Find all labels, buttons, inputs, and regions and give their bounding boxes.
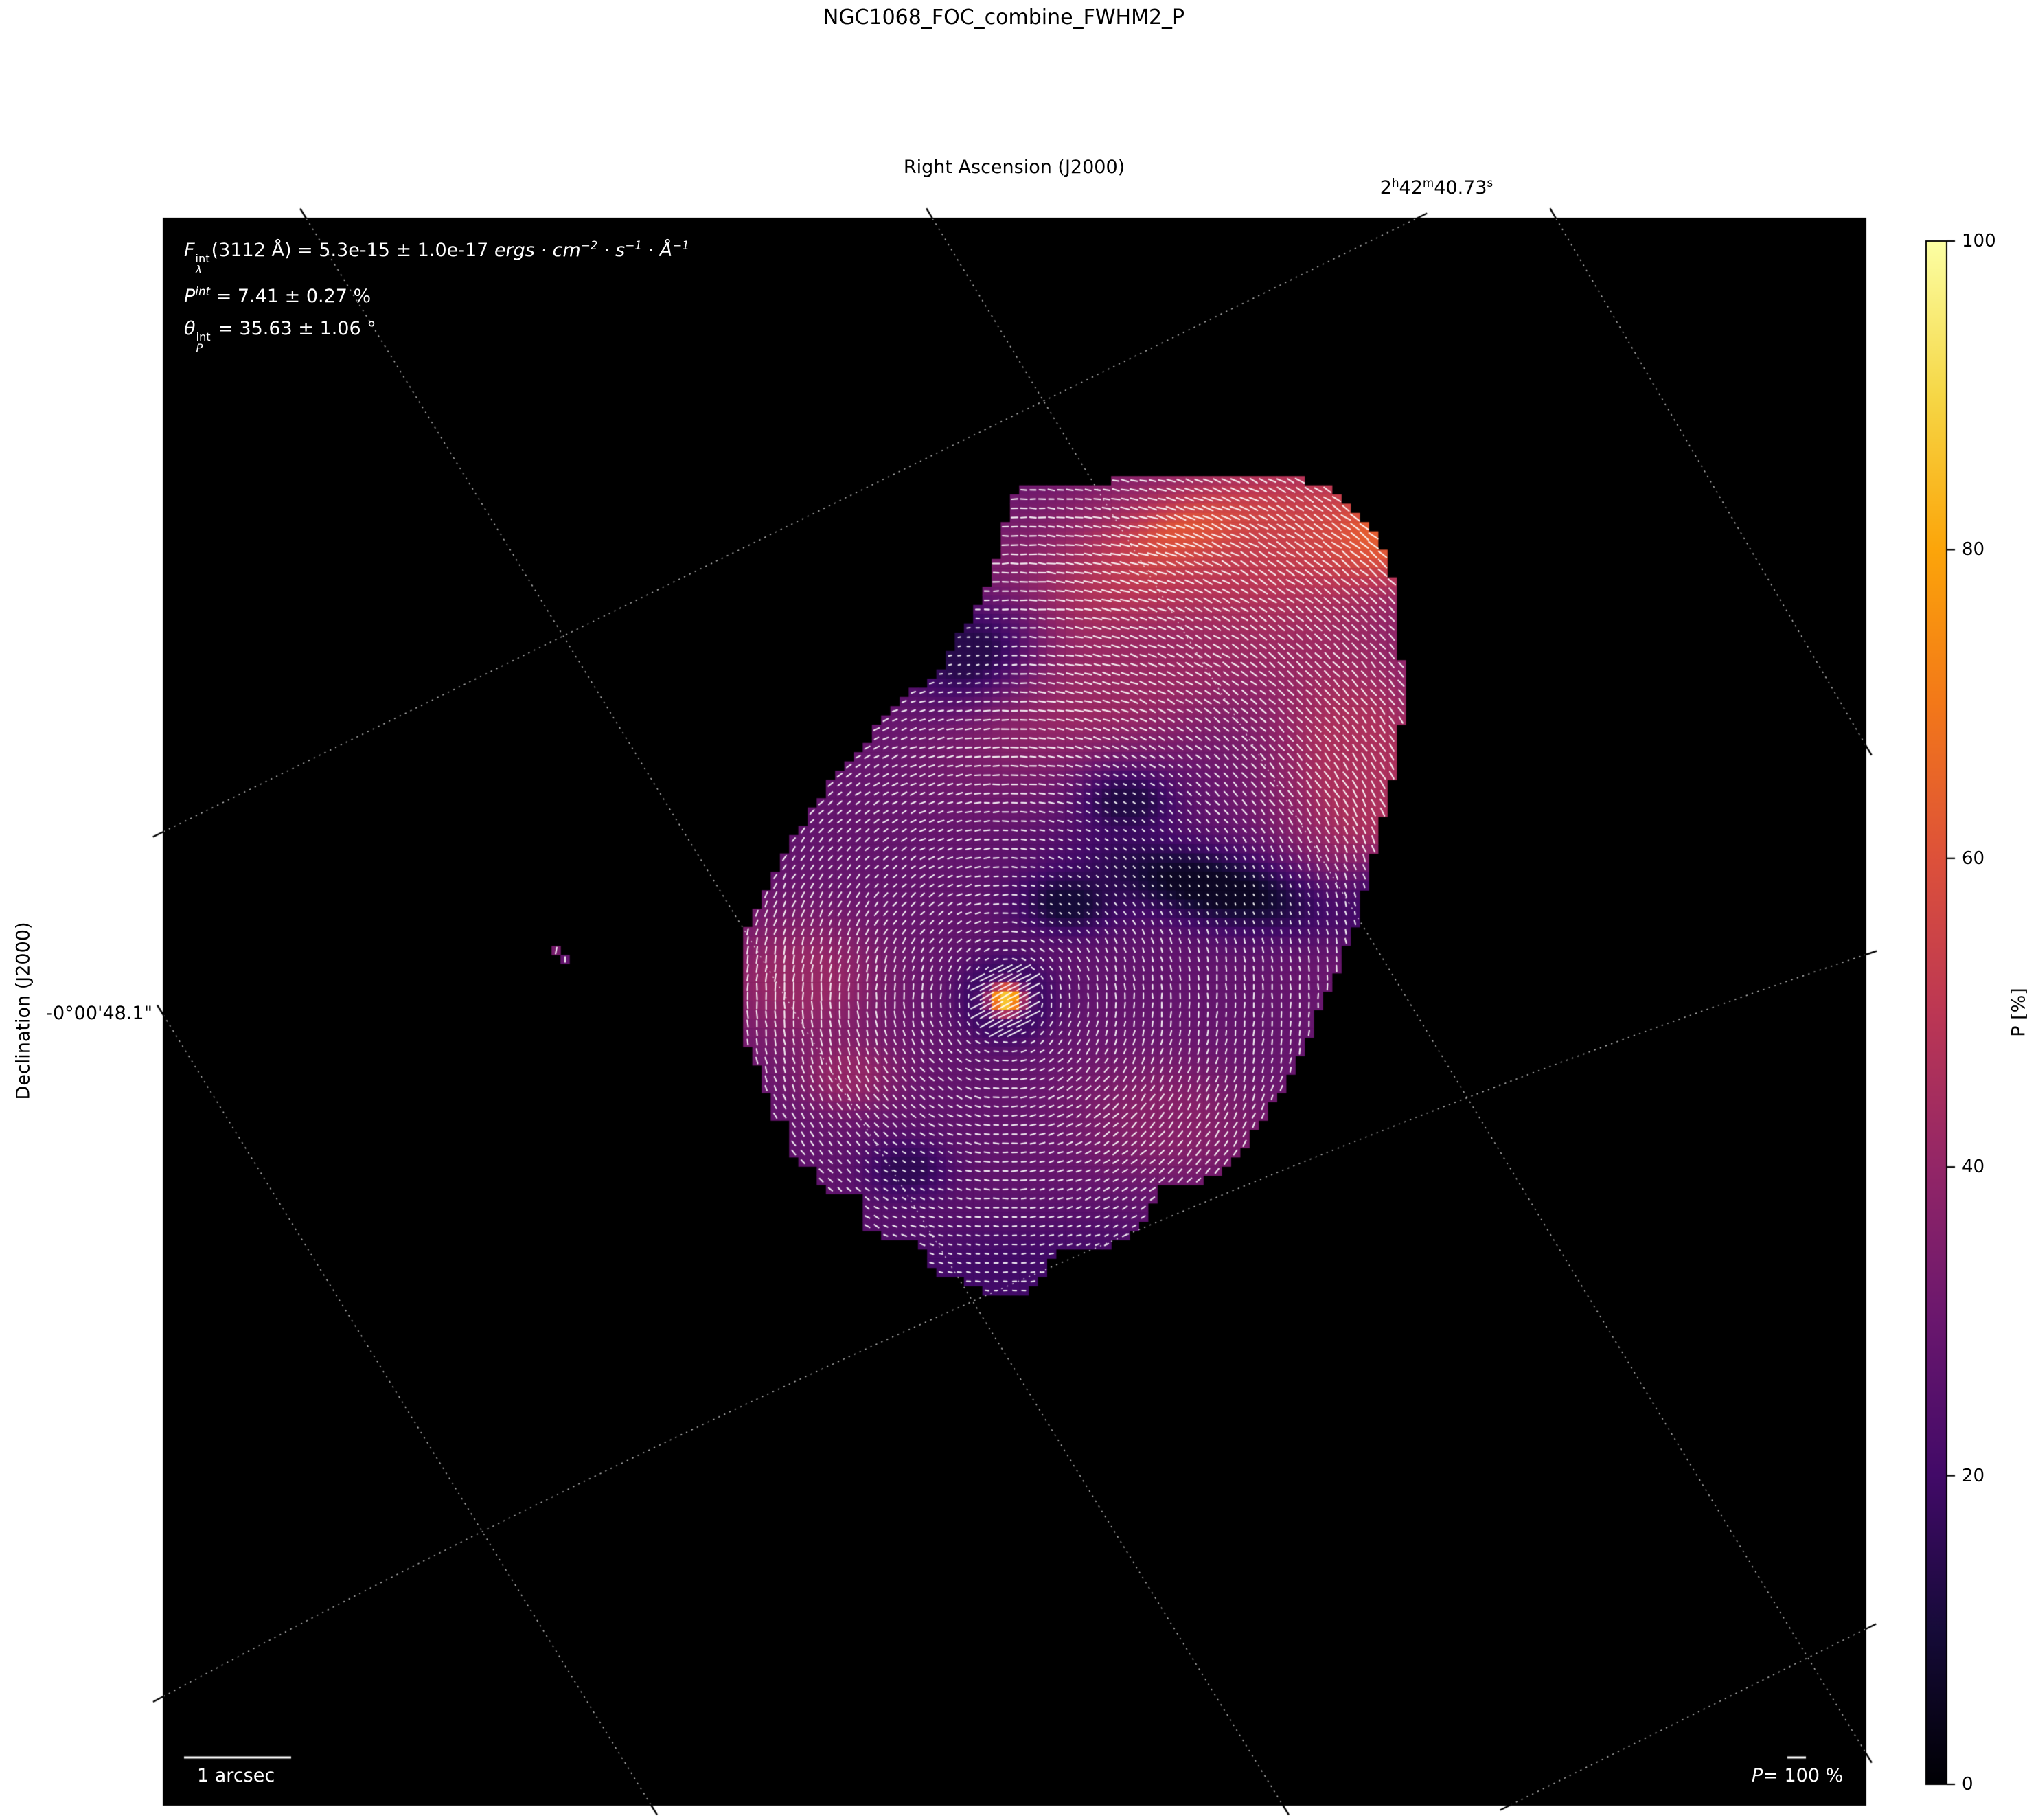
figure-title: NGC1068_FOC_combine_FWHM2_P (823, 5, 1185, 30)
colorbar-tick-80: 80 (1962, 539, 1985, 560)
scalebar-label: 1 arcsec (197, 1765, 275, 1786)
colorbar-tick-20: 20 (1962, 1465, 1985, 1486)
y-axis-label: Declination (J2000) (12, 922, 34, 1100)
polarization-annotation: Pint = 7.41 ± 0.27 % (184, 284, 371, 308)
angle-annotation: θ int P = 35.63 ± 1.06 ° (184, 318, 376, 355)
colorbar-tick-100: 100 (1962, 231, 1996, 251)
ra-tick-label: 2h42m40.73s (1379, 176, 1493, 198)
x-axis-label: Right Ascension (J2000) (903, 157, 1125, 178)
dec-tick-label: -0°00'48.1" (46, 1003, 152, 1024)
vector-scale-label: P= 100 % (1752, 1765, 1844, 1786)
colorbar-tick-60: 60 (1962, 848, 1985, 869)
colorbar-label: P [%] (2008, 988, 2030, 1037)
colorbar-tick-40: 40 (1962, 1157, 1985, 1178)
colorbar-tick-0: 0 (1962, 1774, 1973, 1795)
